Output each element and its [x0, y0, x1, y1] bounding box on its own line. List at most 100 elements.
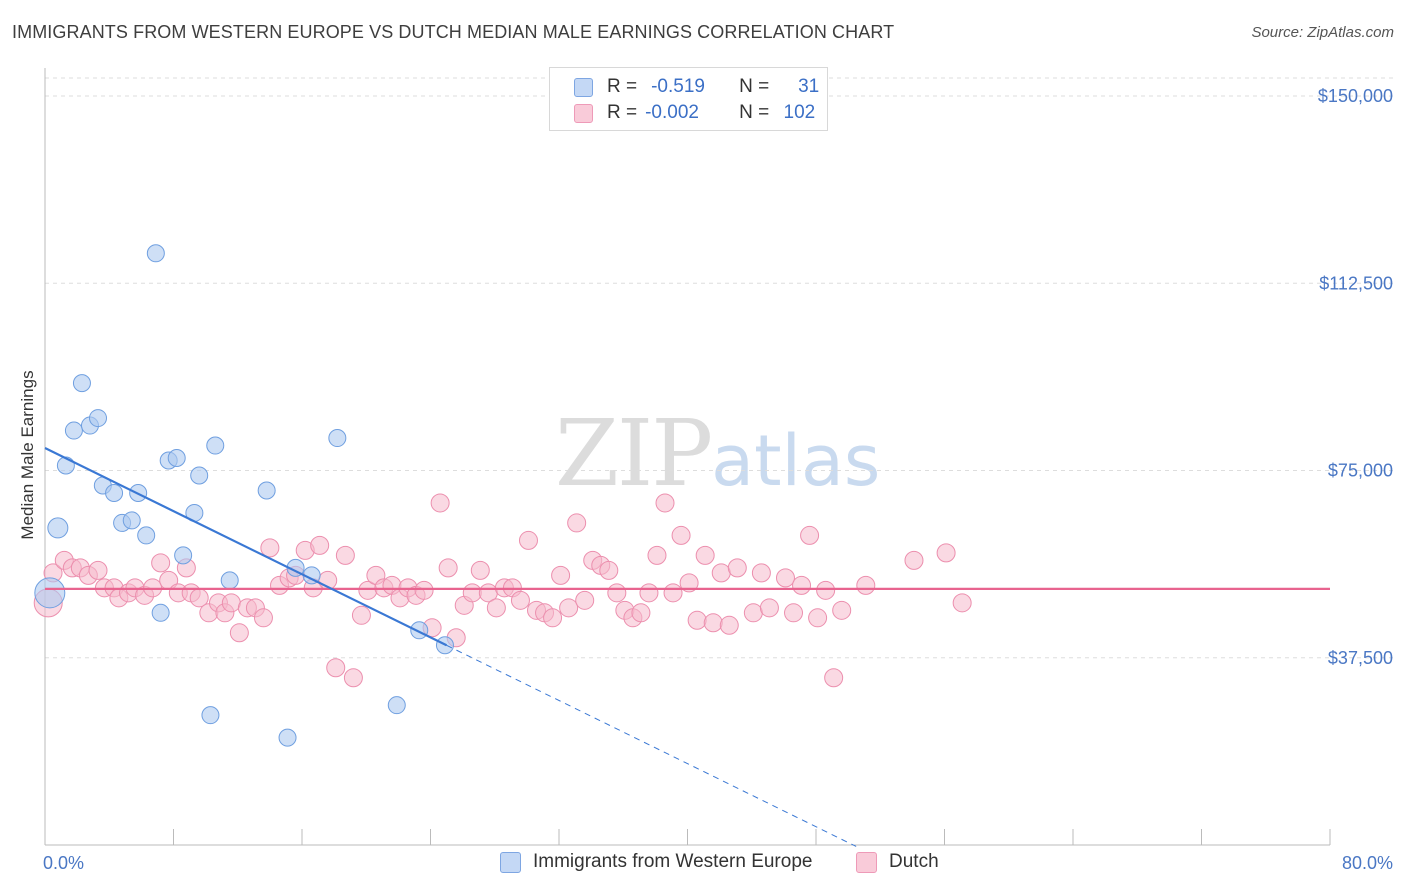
dutch-point [936, 543, 956, 563]
dutch-point [430, 493, 450, 513]
western-europe-trend-line [44, 447, 448, 647]
dutch-point [567, 513, 587, 533]
y-tick-label: $112,500 [1319, 273, 1393, 293]
legend-item-western-europe[interactable]: Immigrants from Western Europe [500, 851, 812, 873]
dutch-point [655, 493, 675, 513]
legend-n-label: N = [739, 76, 770, 97]
legend-item-dutch[interactable]: Dutch [856, 851, 939, 873]
dutch-point [856, 575, 876, 595]
dutch-point [229, 623, 249, 643]
legend-n-value: 102 [783, 102, 816, 123]
western-europe-point [105, 483, 124, 502]
y-tick-label: $75,000 [1328, 461, 1393, 481]
dutch-point [551, 565, 571, 585]
legend-label-dutch: Dutch [889, 851, 939, 872]
dutch-point [727, 558, 747, 578]
dutch-point [719, 615, 739, 635]
dutch-point [88, 560, 108, 580]
western-europe-point [278, 728, 297, 747]
legend-n-label: N = [739, 102, 770, 123]
legend-r-value: -0.519 [651, 76, 705, 97]
legend-n-value: 31 [798, 76, 820, 97]
western-europe-point [220, 571, 239, 590]
dutch-point [438, 558, 458, 578]
dutch-point [470, 560, 490, 580]
watermark: ZIPatlas [555, 400, 880, 507]
western-europe-point [190, 466, 209, 485]
western-europe-trend-extension [446, 644, 857, 847]
western-europe-point [137, 526, 156, 545]
western-europe-point [167, 449, 186, 468]
dutch-point [335, 545, 355, 565]
watermark-zip: ZIP [555, 400, 713, 507]
dutch-point [221, 593, 241, 613]
dutch-point [559, 598, 579, 618]
legend-swatch-blue [500, 851, 521, 873]
western-europe-point [56, 456, 75, 475]
legend-swatch-pink [574, 103, 593, 123]
dutch-point [510, 590, 530, 610]
dutch-point [631, 603, 651, 623]
chart-title: IMMIGRANTS FROM WESTERN EUROPE VS DUTCH … [12, 22, 895, 42]
western-europe-point [328, 429, 347, 448]
western-europe-point [151, 603, 170, 622]
dutch-point [671, 525, 691, 545]
western-europe-point [410, 621, 429, 640]
dutch-point [414, 580, 434, 600]
axes [44, 68, 1331, 846]
legend-r-label: R = [607, 102, 638, 123]
dutch-point [824, 668, 844, 688]
dutch-point [351, 605, 371, 625]
trend-lines [44, 447, 1330, 847]
series-legend: Immigrants from Western Europe Dutch [0, 851, 1406, 879]
dutch-point [800, 525, 820, 545]
dutch-point [575, 590, 595, 610]
legend-r-label: R = [607, 76, 638, 97]
western-europe-point [89, 409, 108, 428]
tick-labels: $37,500 $75,000 $112,500 $150,000 0.0% 80.0% [43, 86, 1393, 873]
dutch-point [784, 603, 804, 623]
dutch-point [808, 608, 828, 628]
dutch-point [703, 613, 723, 633]
dutch-point [687, 610, 707, 630]
dutch-point [639, 583, 659, 603]
dutch-point [759, 598, 779, 618]
dutch-point [543, 608, 563, 628]
dutch-point [462, 583, 482, 603]
dutch-point [486, 598, 506, 618]
dutch-point [518, 530, 538, 550]
western-europe-point [201, 706, 220, 725]
dutch-point [607, 583, 627, 603]
y-tick-label: $150,000 [1318, 86, 1393, 106]
source-label: Source: ZipAtlas.com [1251, 24, 1394, 41]
western-europe-point [34, 577, 66, 609]
dutch-point [743, 603, 763, 623]
dutch-point [775, 568, 795, 588]
dutch-point [663, 583, 683, 603]
western-europe-point [72, 374, 91, 393]
dutch-point [679, 573, 699, 593]
western-europe-point [206, 436, 225, 455]
legend-swatch-blue [574, 77, 593, 97]
dutch-point [253, 608, 273, 628]
dutch-point [647, 545, 667, 565]
western-europe-point [387, 696, 406, 715]
dutch-point [343, 668, 363, 688]
watermark-atlas: atlas [711, 420, 881, 502]
legend-row-dutch: R = -0.002 N = 102 [574, 101, 815, 125]
legend-r-value: -0.002 [645, 102, 699, 123]
legend-label-western-europe: Immigrants from Western Europe [533, 851, 813, 872]
x-tick-label: 0.0% [43, 853, 84, 873]
dutch-point [792, 575, 812, 595]
western-europe-point [47, 517, 69, 539]
dutch-point [832, 600, 852, 620]
dutch-point [599, 560, 619, 580]
western-europe-point [122, 511, 141, 530]
y-tick-label: $37,500 [1328, 648, 1393, 668]
legend-swatch-pink [856, 851, 877, 873]
dutch-point [711, 563, 731, 583]
dutch-point [952, 593, 972, 613]
dutch-point [816, 580, 836, 600]
legend-row-western-europe: R = -0.519 N = 31 [574, 75, 819, 99]
